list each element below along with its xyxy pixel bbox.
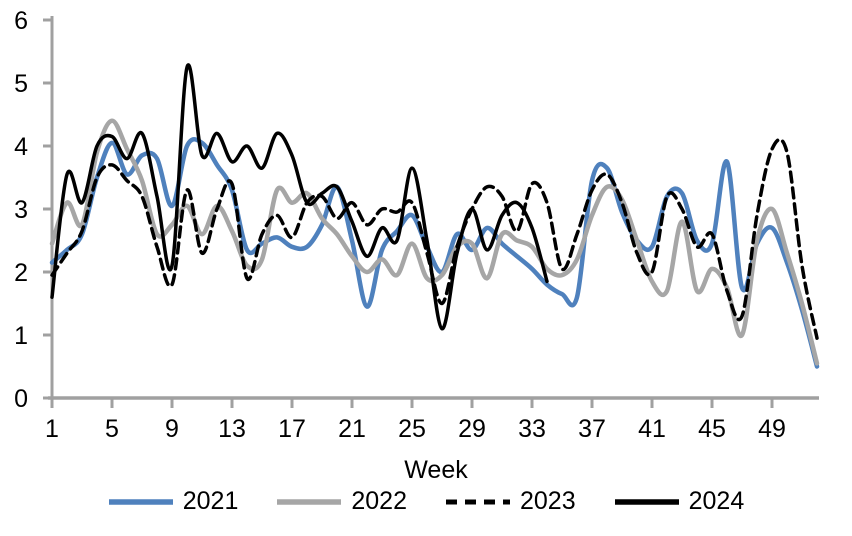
legend-item-2021: 2021: [108, 487, 239, 515]
x-tick-label: 41: [638, 415, 666, 443]
series-2023-line: [50, 137, 819, 340]
legend-label-2023: 2023: [520, 487, 576, 515]
legend-2023-line-swatch: [446, 499, 510, 504]
legend-label-2021: 2021: [182, 487, 239, 515]
x-tick-label: 37: [578, 415, 606, 443]
x-tick-label: 21: [338, 415, 366, 443]
y-tick-label: 0: [14, 385, 28, 413]
legend-2021-line-swatch: [108, 498, 173, 505]
legend-label-2024: 2024: [688, 487, 745, 515]
y-tick-label: 2: [14, 259, 28, 287]
x-tick-label: 13: [218, 415, 246, 443]
x-tick-label: 1: [45, 415, 59, 443]
y-tick-label: 5: [14, 70, 28, 98]
x-tick-label: 49: [758, 415, 786, 443]
legend-item-2022: 2022: [276, 489, 407, 514]
x-axis-title: Week: [404, 456, 468, 484]
legend-2024-line-swatch: [614, 498, 679, 505]
x-tick-label: 5: [105, 415, 119, 443]
legend-2022-line-swatch: [277, 498, 342, 505]
y-tick-label: 3: [14, 196, 28, 224]
series-2024-line: [50, 63, 549, 331]
chart-legend: 2021 2022 2023 2024: [0, 489, 852, 514]
x-tick-label: 25: [398, 415, 426, 443]
y-tick-label: 1: [14, 322, 28, 350]
legend-item-2023: 2023: [445, 489, 576, 514]
x-tick-label: 9: [165, 415, 179, 443]
x-tick-label: 29: [458, 415, 486, 443]
y-tick-label: 6: [14, 7, 28, 35]
legend-item-2024: 2024: [614, 487, 745, 515]
series-2021-line: [49, 137, 820, 369]
x-tick-label: 45: [698, 415, 726, 443]
legend-label-2022: 2022: [351, 487, 407, 515]
x-tick-label: 33: [518, 415, 546, 443]
series-2022-line: [49, 118, 820, 366]
y-tick-label: 4: [14, 133, 28, 161]
x-tick-label: 17: [278, 415, 306, 443]
